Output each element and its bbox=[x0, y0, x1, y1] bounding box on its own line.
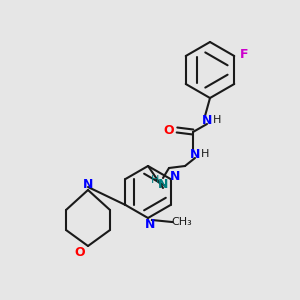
Text: O: O bbox=[75, 245, 85, 259]
Text: N: N bbox=[145, 218, 155, 230]
Text: H: H bbox=[151, 175, 159, 185]
Text: N: N bbox=[170, 170, 181, 184]
Text: CH₃: CH₃ bbox=[172, 217, 192, 227]
Text: H: H bbox=[213, 115, 221, 125]
Text: N: N bbox=[83, 178, 93, 190]
Text: H: H bbox=[201, 149, 209, 159]
Text: O: O bbox=[164, 124, 174, 136]
Text: N: N bbox=[158, 178, 168, 190]
Text: F: F bbox=[240, 47, 248, 61]
Text: N: N bbox=[202, 113, 212, 127]
Text: N: N bbox=[190, 148, 200, 160]
